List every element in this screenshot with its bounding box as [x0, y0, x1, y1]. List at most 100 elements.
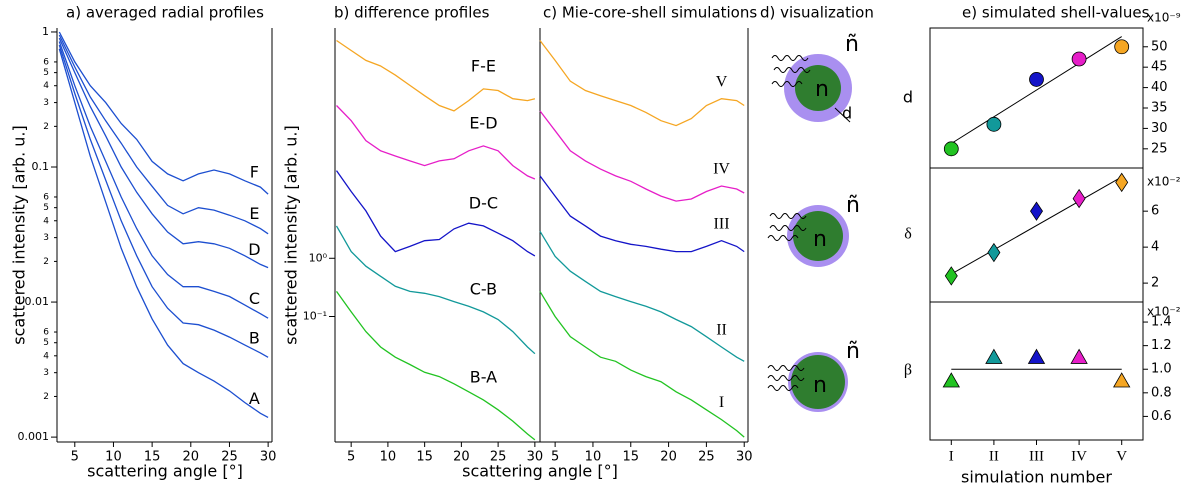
series-label: A [249, 389, 260, 408]
marker [943, 141, 959, 157]
marker [985, 348, 1003, 364]
wave [769, 225, 807, 231]
data-line [58, 41, 269, 319]
marker [1115, 172, 1129, 193]
y-tick-label: 1.0 [1151, 362, 1172, 377]
marker [986, 116, 1002, 132]
y-tick-label: 0.1 [32, 160, 50, 173]
y-tick-label: 2 [43, 257, 49, 267]
y-tick-label: 3 [43, 233, 49, 243]
x-tick-label: 15 [416, 450, 433, 465]
thickness-arrow [834, 107, 851, 123]
data-line [539, 291, 745, 438]
marker [1114, 39, 1130, 55]
marker [944, 266, 958, 286]
series-label: F [250, 163, 259, 182]
core [791, 355, 845, 409]
x-tick-label: V [1116, 448, 1127, 464]
plot-frame [929, 27, 1144, 169]
x-tick-label: 25 [221, 450, 238, 465]
y-tick-label: 6 [43, 192, 49, 202]
panel-title: d) visualization [760, 4, 874, 22]
y-axis-label: δ [904, 226, 912, 243]
x-axis-label: simulation number [961, 468, 1112, 487]
y-tick-label: 4 [43, 81, 49, 91]
core-label: n [813, 373, 827, 398]
y-tick-label: 2 [1151, 276, 1159, 291]
wave [771, 81, 803, 87]
x-tick-label: 10 [380, 450, 397, 465]
wave [767, 365, 805, 371]
x-tick-label: 25 [698, 450, 715, 465]
x-axis-label: scattering angle [°] [462, 462, 618, 481]
y-tick-label: 6 [43, 57, 49, 67]
data-line [539, 40, 745, 127]
particle-diagram: n ñ [767, 193, 860, 267]
marker [1030, 201, 1043, 221]
particle-diagram: n ñ [767, 339, 860, 412]
marker [1029, 72, 1044, 87]
wave [767, 375, 805, 381]
data-line [539, 230, 745, 362]
shell-label: ñ [846, 193, 860, 218]
y-tick-label: 3 [43, 368, 49, 378]
core [793, 211, 843, 261]
x-tick-label: 5 [71, 450, 79, 465]
x-tick-label: 5 [551, 450, 559, 465]
wave [769, 213, 807, 219]
core-label: n [815, 77, 829, 102]
series-label: III [714, 215, 730, 232]
y-tick-label: 6 [1151, 204, 1159, 219]
series-label: E-D [469, 113, 497, 132]
y-tick-label: 2 [43, 122, 49, 132]
y-axis-label: β [904, 362, 912, 379]
panel-title: c) Mie-core-shell simulations [543, 4, 757, 22]
y-tick-label: 5 [43, 338, 49, 348]
panel-title: b) difference profiles [334, 4, 490, 22]
plot-frame [929, 301, 1144, 441]
y-tick-label: 45 [1151, 60, 1168, 75]
y-axis-label: d [903, 88, 913, 107]
y-tick-label: 1 [42, 25, 49, 38]
x-tick-label: 30 [736, 450, 753, 465]
y-tick-label: 10⁰ [309, 251, 328, 264]
series-label: II [716, 322, 727, 339]
series-label: B [249, 328, 260, 347]
shell-label: ñ [845, 32, 859, 57]
data-line [58, 44, 269, 358]
fit-line [951, 36, 1122, 144]
x-tick-label: 5 [347, 450, 355, 465]
marker [942, 372, 960, 388]
thickness-label: d [842, 104, 852, 123]
x-tick-label: 20 [453, 450, 470, 465]
panel-title: a) averaged radial profiles [66, 4, 264, 22]
axis-multiplier: x10⁻⁹ [1147, 11, 1181, 25]
wave [767, 385, 799, 391]
x-tick-label: 15 [144, 450, 161, 465]
y-tick-label: 30 [1151, 121, 1168, 136]
y-tick-label: 4 [43, 216, 49, 226]
series-label: IV [713, 161, 730, 178]
shell-label: ñ [846, 339, 860, 364]
x-tick-label: 15 [622, 450, 639, 465]
y-tick-label: 25 [1151, 141, 1168, 156]
marker [1027, 348, 1046, 364]
x-tick-label: IV [1071, 448, 1087, 464]
series-label: V [716, 73, 728, 90]
y-tick-label: 2 [43, 392, 49, 402]
y-tick-label: 5 [43, 203, 49, 213]
series-label: D-C [469, 193, 498, 212]
data-line [539, 175, 745, 253]
x-tick-label: III [1029, 448, 1044, 464]
wave [767, 235, 799, 241]
y-tick-label: 50 [1151, 39, 1168, 54]
core-label: n [813, 227, 827, 252]
series-label: B-A [470, 367, 497, 386]
y-tick-label: 4 [1151, 240, 1159, 255]
y-tick-label: 40 [1151, 80, 1168, 95]
data-line [58, 34, 269, 235]
x-tick-label: 30 [527, 450, 544, 465]
series-label: I [719, 394, 724, 411]
y-tick-label: 1.4 [1151, 315, 1172, 330]
y-tick-label: 1.2 [1151, 338, 1172, 353]
